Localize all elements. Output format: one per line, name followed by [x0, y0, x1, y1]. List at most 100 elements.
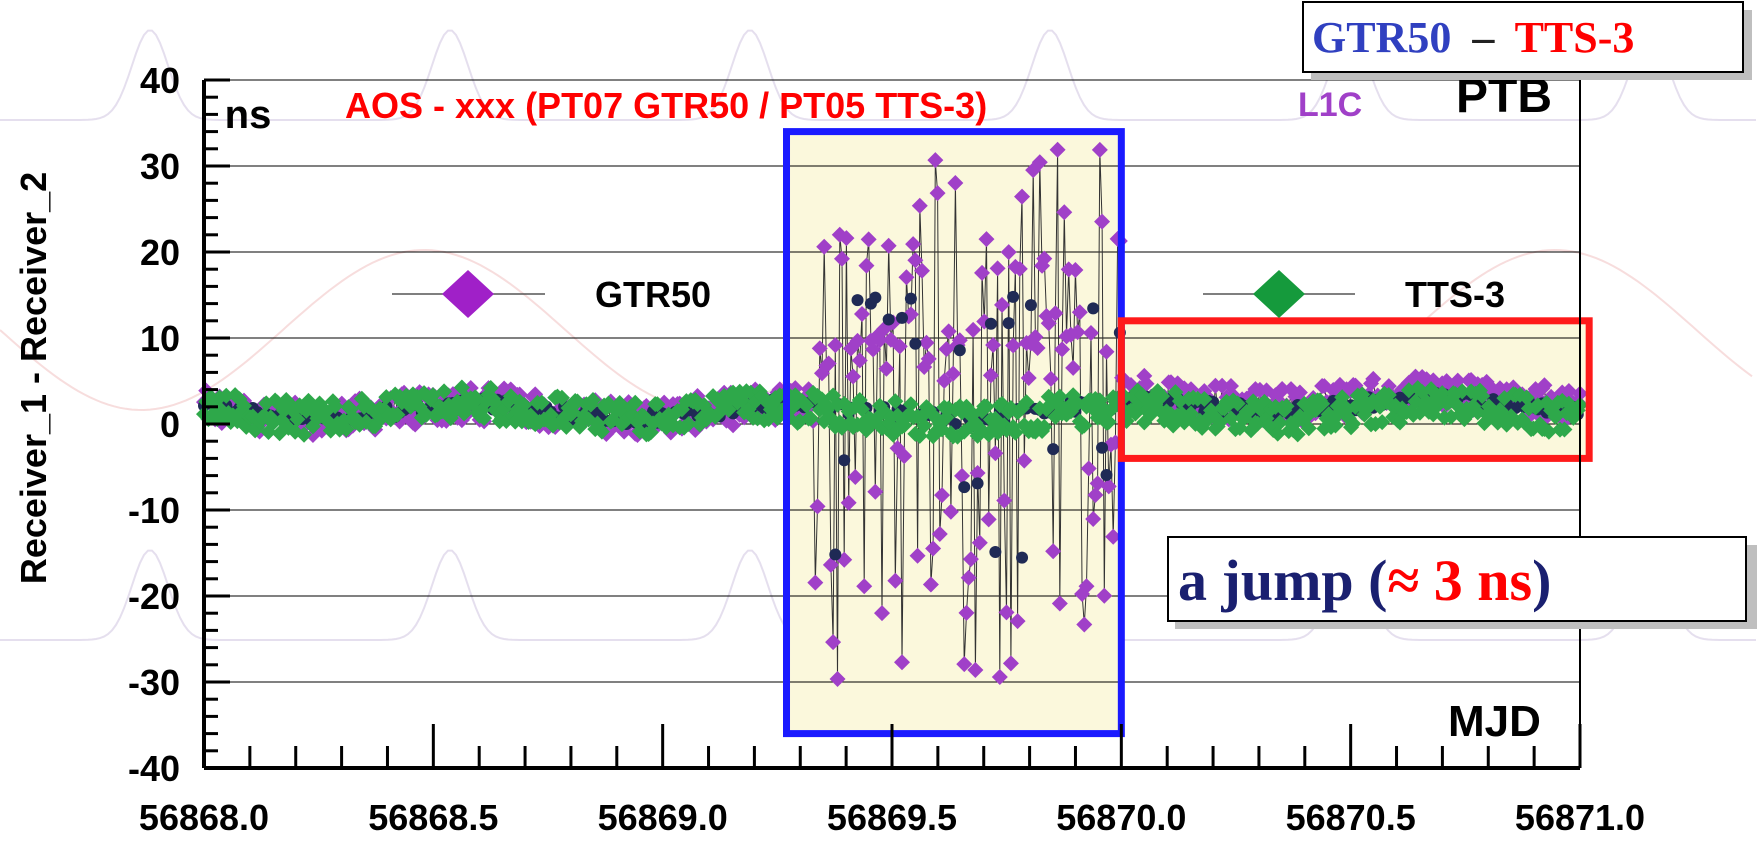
gtr50-point: [905, 236, 922, 253]
highlight-region-border-1: [1117, 317, 1593, 462]
difference-point: [882, 313, 895, 326]
gtr50-point: [958, 604, 975, 621]
tts3-point: [1474, 388, 1491, 405]
gtr50-point: [911, 197, 928, 214]
legend: GTR50 TTS-3: [392, 270, 1505, 318]
y-tick-label: 20: [140, 232, 180, 273]
tts3-point: [1018, 394, 1035, 411]
gtr50-point: [1105, 528, 1122, 545]
gtr50-point: [929, 185, 946, 202]
tts3-point: [296, 426, 313, 443]
y-tick-label: 10: [140, 318, 180, 359]
legend-tts3-label: TTS-3: [1405, 274, 1505, 315]
gtr50-point: [807, 574, 824, 591]
gtr50-point: [960, 569, 977, 586]
tts3-point: [649, 396, 666, 413]
gtr50-point: [1076, 616, 1093, 633]
chart-title: AOS - xxx (PT07 GTR50 / PT05 TTS-3): [345, 85, 987, 126]
gtr50-point: [985, 336, 1002, 353]
gtr50-point: [1054, 341, 1071, 358]
difference-point: [1016, 551, 1029, 564]
gtr50-point: [845, 368, 862, 385]
difference-point: [909, 337, 922, 350]
jump-annotation-value: ≈ 3 ns: [1387, 548, 1532, 613]
gtr50-point: [991, 668, 1008, 685]
gtr50-point: [1056, 204, 1073, 221]
header-box-frame: [1302, 1, 1744, 73]
jump-annotation-pre: a jump (: [1178, 548, 1387, 613]
gtr50-point: [947, 174, 964, 191]
gtr50-point: [880, 237, 897, 254]
gtr50-point: [945, 365, 962, 382]
gtr50-point: [909, 547, 926, 564]
gtr50-point: [1085, 511, 1102, 528]
gtr50-point: [1365, 370, 1382, 387]
gtr50-point: [1091, 141, 1108, 158]
gtr50-point: [914, 262, 931, 279]
gtr50-point: [1214, 377, 1231, 394]
gtr50-point: [940, 323, 957, 340]
bg-pulse-train: [0, 29, 1756, 121]
tts3-point: [218, 387, 235, 404]
tts3-point: [902, 396, 919, 413]
gtr50-point: [965, 321, 982, 338]
gtr50-point: [898, 269, 915, 286]
gtr50-point: [851, 352, 868, 369]
x-tick-labels: 56868.0 56868.5 56869.0 56869.5 56870.0 56870…: [139, 797, 1645, 838]
y-tick-label: -20: [128, 576, 180, 617]
gtr50-point: [820, 355, 837, 372]
legend-gtr50-label: GTR50: [595, 274, 711, 315]
tts3-point: [1229, 395, 1246, 412]
tts3-point: [802, 410, 819, 427]
tts3-point: [627, 394, 644, 411]
difference-point: [1047, 443, 1060, 456]
y-tick-labels: 40 30 20 10 0 -10 -20 -30 -40: [128, 60, 180, 789]
gtr50-point: [809, 498, 826, 515]
tts3-point: [978, 398, 995, 415]
gtr50-point: [1051, 595, 1068, 612]
gtr50-point: [1047, 305, 1064, 322]
tts3-point: [1374, 414, 1391, 431]
y-tick-label: -10: [128, 490, 180, 531]
difference-point: [1096, 441, 1109, 454]
y-tick-label: 40: [140, 60, 180, 101]
gtr50-point: [873, 605, 890, 622]
difference-point: [851, 294, 864, 307]
tts3-point: [1300, 420, 1317, 437]
tts3-point: [389, 406, 406, 423]
tts3-point: [476, 410, 493, 427]
tts3-point: [1314, 395, 1331, 412]
gtr50-point: [922, 576, 939, 593]
gtr50-point: [856, 578, 873, 595]
tts3-point: [289, 411, 306, 428]
tts3-point: [516, 397, 533, 414]
x-tick-label: 56868.5: [368, 797, 498, 837]
difference-point: [989, 545, 1002, 558]
header-box: GTR50 – TTS-3: [1302, 1, 1752, 80]
gtr50-point: [1078, 578, 1095, 595]
gtr50-point: [1005, 337, 1022, 354]
gtr50-point: [1094, 213, 1111, 230]
gtr50-point: [994, 296, 1011, 313]
gtr50-point: [1082, 325, 1099, 342]
tts3-point: [1518, 389, 1535, 406]
x-tick-label: 56869.5: [827, 797, 957, 837]
gtr50-point: [822, 556, 839, 573]
tts3-point: [1269, 425, 1286, 442]
tts3-point: [553, 389, 570, 406]
tts3-point: [1278, 398, 1295, 415]
gtr50-point: [1067, 261, 1084, 278]
gtr50-point: [811, 340, 828, 357]
x-tick-label: 56868.0: [139, 797, 269, 837]
tts3-point: [418, 406, 435, 423]
gtr50-point: [896, 448, 913, 465]
gtr50-point: [1087, 486, 1104, 503]
difference-point: [958, 481, 971, 494]
gtr50-point: [996, 492, 1013, 509]
gtr50-point: [925, 540, 942, 557]
gtr50-point: [927, 152, 944, 169]
gtr50-point: [936, 372, 953, 389]
tts3-point: [1051, 388, 1068, 405]
gtr50-point: [858, 257, 875, 274]
